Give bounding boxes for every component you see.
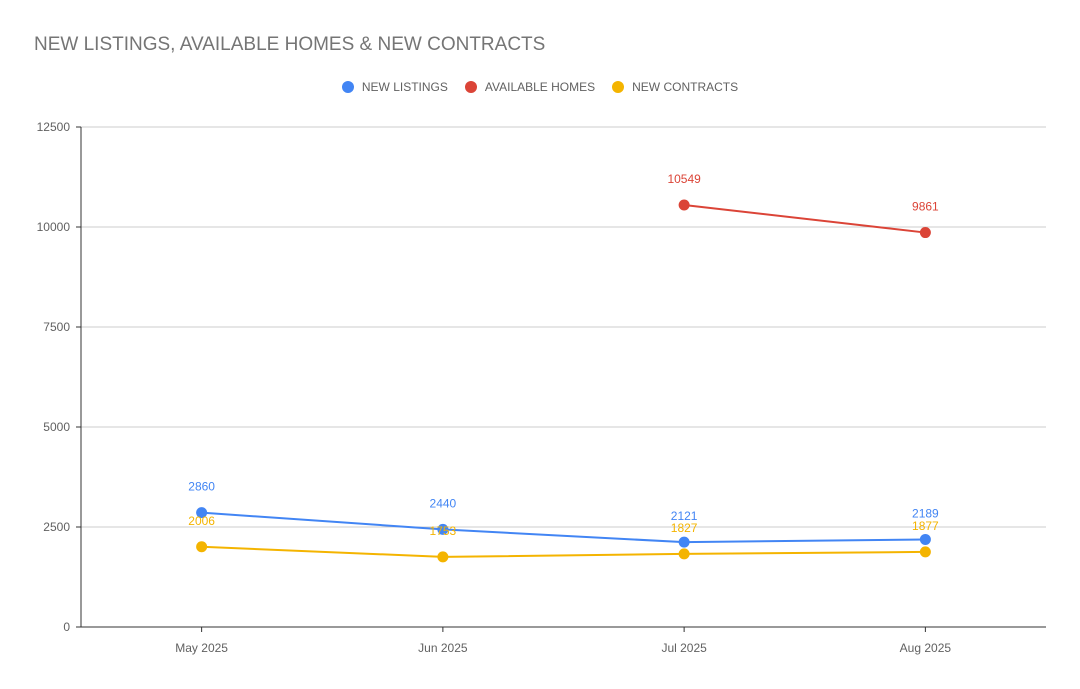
x-tick-label-0: May 2025 xyxy=(175,641,228,655)
x-tick-label-3: Aug 2025 xyxy=(900,641,952,655)
data-point-available-homes-2[interactable] xyxy=(678,199,690,211)
data-label-available-homes-2: 10549 xyxy=(667,172,701,186)
chart-title: NEW LISTINGS, AVAILABLE HOMES & NEW CONT… xyxy=(34,34,546,55)
legend-swatch-new-listings xyxy=(341,81,354,93)
data-label-new-listings-0: 2860 xyxy=(188,480,215,494)
data-label-new-listings-2: 2121 xyxy=(671,509,698,523)
legend: NEW LISTINGS AVAILABLE HOMES NEW CONTRAC… xyxy=(0,80,1080,94)
data-label-new-contracts-2: 1827 xyxy=(671,521,698,535)
y-tick-label-5000: 5000 xyxy=(43,420,70,434)
data-label-new-listings-3: 2189 xyxy=(912,506,939,520)
legend-item-new-contracts[interactable]: NEW CONTRACTS xyxy=(612,80,738,94)
series-line-new-listings xyxy=(201,511,926,544)
data-point-new-contracts-0[interactable] xyxy=(196,541,208,553)
data-point-new-listings-1[interactable] xyxy=(437,523,449,535)
series-line-available-homes xyxy=(684,204,926,234)
data-point-new-contracts-2[interactable] xyxy=(678,548,690,560)
data-point-new-contracts-3[interactable] xyxy=(919,546,931,558)
data-label-new-listings-1: 2440 xyxy=(430,496,457,510)
data-point-new-contracts-1[interactable] xyxy=(437,551,449,563)
legend-label-available-homes: AVAILABLE HOMES xyxy=(484,80,596,94)
y-tick-label-10000: 10000 xyxy=(37,220,71,234)
data-label-available-homes-3: 9861 xyxy=(912,200,939,214)
y-tick-label-0: 0 xyxy=(63,620,70,634)
data-point-new-listings-2[interactable] xyxy=(678,536,690,548)
legend-swatch-new-contracts xyxy=(612,81,625,93)
legend-item-new-listings[interactable]: NEW LISTINGS xyxy=(341,80,448,94)
data-point-new-listings-0[interactable] xyxy=(196,507,208,519)
y-tick-label-7500: 7500 xyxy=(43,320,70,334)
y-tick-label-2500: 2500 xyxy=(43,520,70,534)
x-tick-label-2: Jul 2025 xyxy=(661,641,707,655)
legend-label-new-contracts: NEW CONTRACTS xyxy=(632,80,739,94)
legend-swatch-available-homes xyxy=(464,81,477,93)
legend-item-available-homes[interactable]: AVAILABLE HOMES xyxy=(464,80,596,94)
data-label-new-contracts-1: 1753 xyxy=(430,524,457,538)
x-tick-label-1: Jun 2025 xyxy=(418,641,468,655)
data-label-new-contracts-3: 1877 xyxy=(912,519,939,533)
data-label-new-contracts-0: 2006 xyxy=(188,514,215,528)
data-point-available-homes-3[interactable] xyxy=(919,227,931,239)
y-tick-label-12500: 12500 xyxy=(37,120,71,134)
legend-label-new-listings: NEW LISTINGS xyxy=(361,80,448,94)
data-point-new-listings-3[interactable] xyxy=(919,533,931,545)
series-line-new-contracts xyxy=(201,545,926,558)
